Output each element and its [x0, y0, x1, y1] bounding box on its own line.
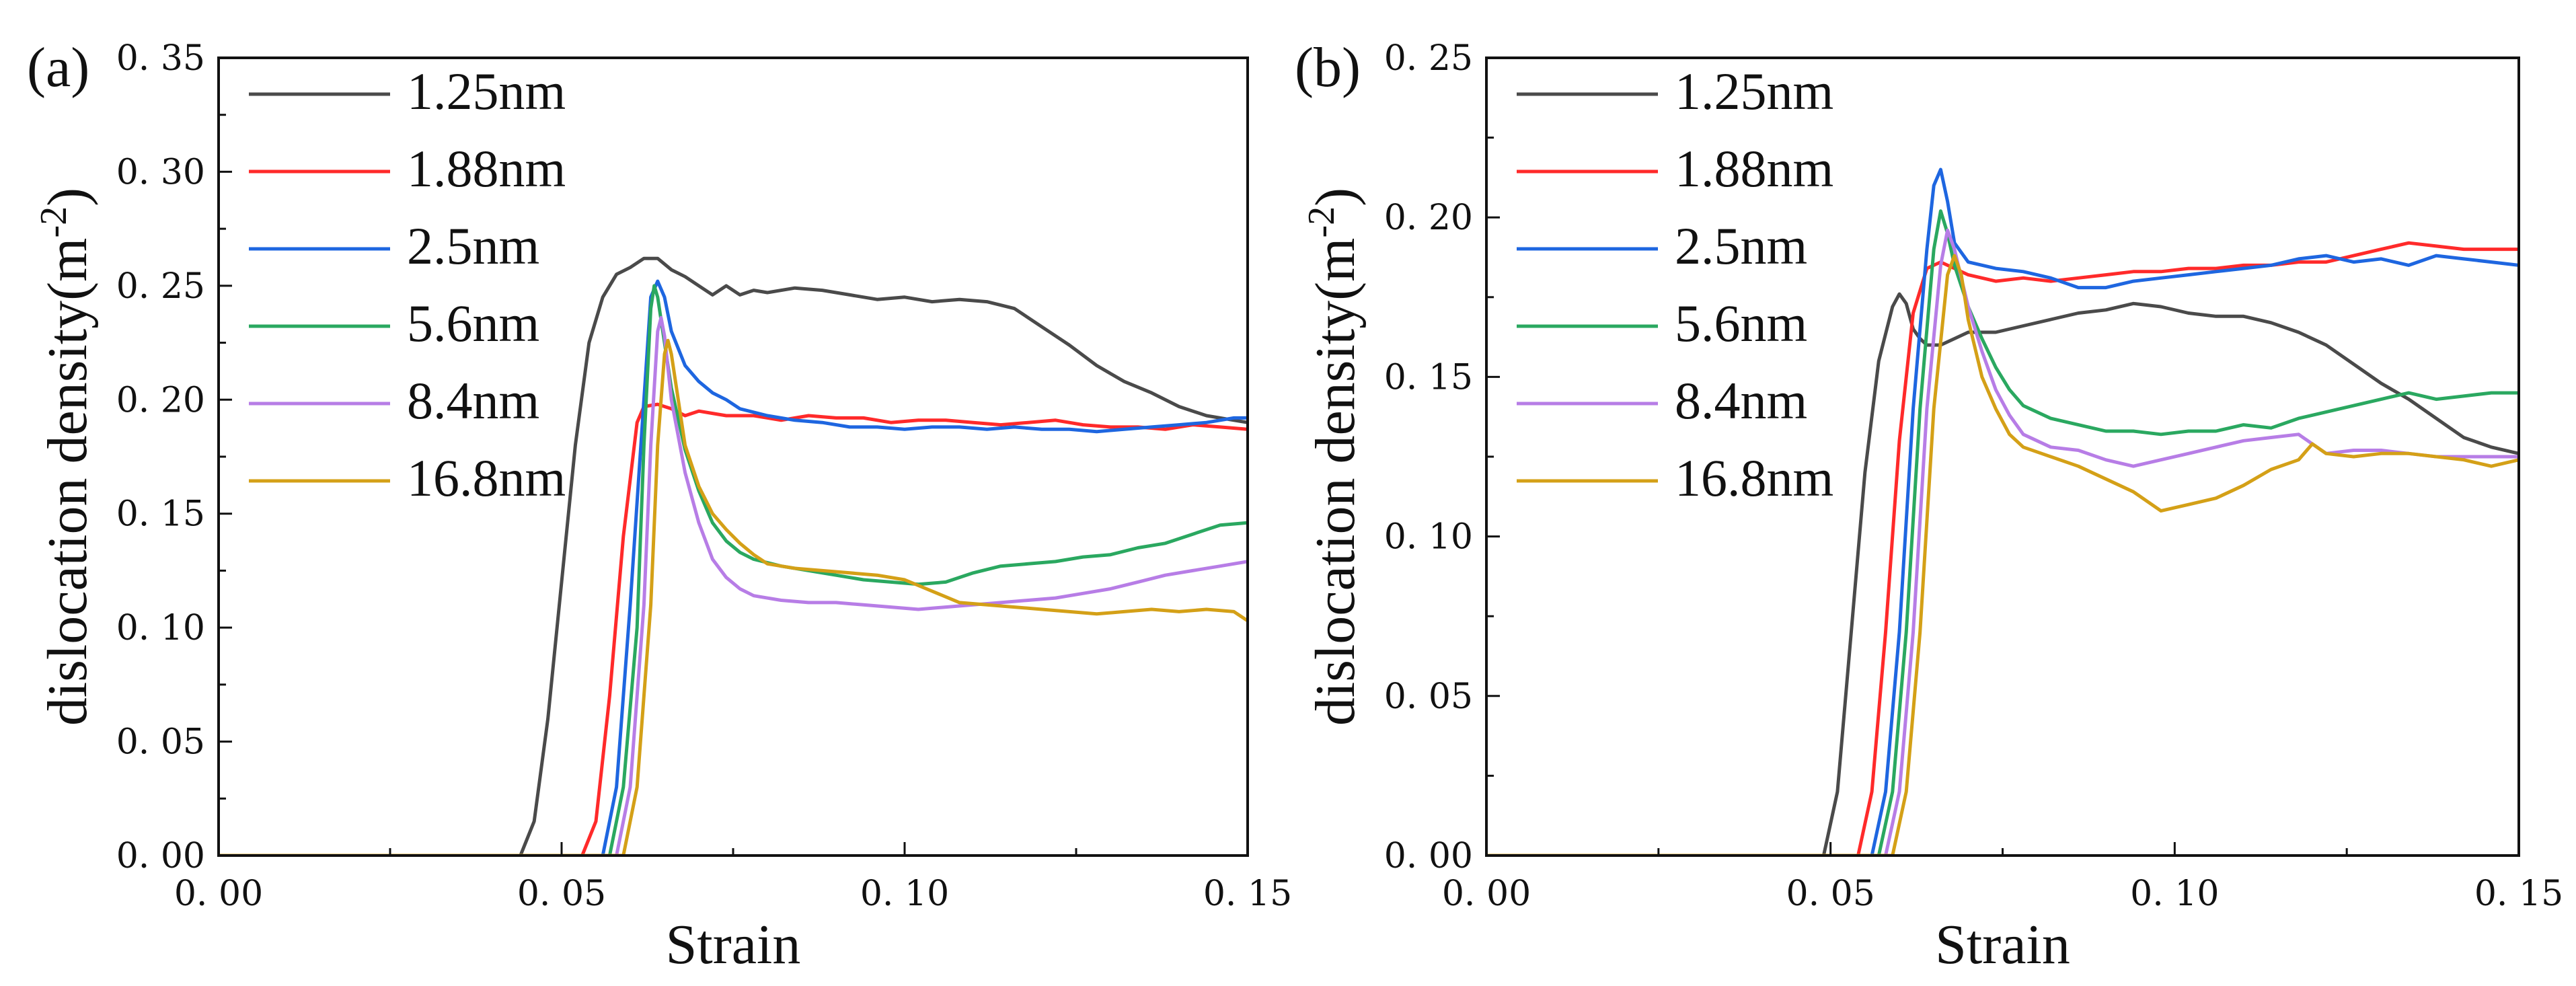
series-line-b-2-5nm [1486, 167, 2519, 856]
x-tick-label-b: 0. 15 [2474, 874, 2563, 914]
panel-label-a: (a) [27, 36, 89, 99]
legend-b: 1.25nm 1.88nm 2.5nm 5.6nm 8.4nm 16.8nm [1517, 62, 1833, 507]
legend-label-b-1-88nm: 1.88nm [1675, 139, 1833, 198]
y-tick-label-b: 0. 05 [1384, 677, 1473, 717]
y-axis-title-sup-a: -2 [33, 206, 75, 238]
legend-label-b-16-8nm: 16.8nm [1675, 449, 1833, 507]
y-tick-label-a: 0. 30 [116, 152, 205, 192]
x-axis-title-a: Strain [666, 913, 801, 976]
series-line-b-1-88nm [1486, 241, 2519, 856]
y-tick-label-b: 0. 20 [1384, 198, 1473, 238]
x-tick-label-a: 0. 10 [860, 874, 949, 914]
y-tick-label-b: 0. 25 [1384, 38, 1473, 79]
series-line-a-8-4nm [219, 315, 1248, 856]
series-line-b-8-4nm [1486, 228, 2519, 856]
series-line-b-5-6nm [1486, 209, 2519, 856]
legend-label-b-5-6nm: 5.6nm [1675, 294, 1807, 352]
legend-label-b-2-5nm: 2.5nm [1675, 217, 1807, 275]
series-line-b-1-25nm [1486, 292, 2519, 856]
panel-b: 0. 00 0. 05 0. 10 0. 15 0. 00 0. 05 0. 10 0. 15… [1295, 36, 2563, 976]
panel-a: 0. 00 0. 05 0. 10 0. 15 0. 00 0. 05 0. 10 0. 15… [27, 36, 1292, 976]
series-line-b-16-8nm [1486, 254, 2519, 856]
x-tick-label-a: 0. 15 [1203, 874, 1292, 914]
x-tick-label-a: 0. 00 [174, 874, 263, 914]
legend-label-a-16-8nm: 16.8nm [407, 449, 566, 507]
legend-a: 1.25nm 1.88nm 2.5nm 5.6nm 8.4nm 16.8nm [249, 62, 566, 507]
y-axis-title-sup-b: -2 [1301, 206, 1342, 238]
y-axis-title-close-a: ) [36, 188, 99, 206]
x-tick-label-b: 0. 05 [1786, 874, 1875, 914]
y-axis-title-a: dislocation density(m-2) [33, 188, 99, 726]
legend-label-a-8-4nm: 8.4nm [407, 371, 539, 430]
series-group-a [219, 256, 1248, 856]
y-tick-label-a: 0. 15 [116, 494, 205, 535]
x-tick-label-b: 0. 00 [1442, 874, 1531, 914]
y-tick-label-a: 0. 05 [116, 722, 205, 763]
y-axis-title-main-a: dislocation density(m [36, 238, 99, 726]
legend-label-a-1-25nm: 1.25nm [407, 62, 566, 120]
x-axis-title-b: Strain [1935, 913, 2070, 976]
y-axis-title-b: dislocation density(m-2) [1301, 188, 1367, 726]
y-tick-label-a: 0. 35 [116, 38, 205, 79]
series-line-a-16-8nm [219, 338, 1248, 856]
y-tick-label-b: 0. 10 [1384, 517, 1473, 558]
series-line-a-1-25nm [219, 256, 1248, 856]
legend-label-a-2-5nm: 2.5nm [407, 217, 539, 275]
series-group-b [1486, 167, 2519, 856]
legend-label-a-1-88nm: 1.88nm [407, 139, 566, 198]
y-tick-label-a: 0. 20 [116, 380, 205, 420]
y-axis-title-main-b: dislocation density(m [1304, 238, 1367, 726]
legend-label-b-1-25nm: 1.25nm [1675, 62, 1833, 120]
y-tick-label-a: 0. 00 [116, 836, 205, 876]
y-tick-label-b: 0. 00 [1384, 836, 1473, 876]
series-line-a-1-88nm [219, 402, 1248, 856]
x-tick-label-a: 0. 05 [517, 874, 606, 914]
legend-label-b-8-4nm: 8.4nm [1675, 371, 1807, 430]
y-tick-label-a: 0. 10 [116, 608, 205, 648]
y-tick-label-b: 0. 15 [1384, 357, 1473, 397]
y-tick-label-a: 0. 25 [116, 266, 205, 307]
y-axis-title-close-b: ) [1304, 188, 1367, 206]
x-tick-label-b: 0. 10 [2130, 874, 2219, 914]
legend-label-a-5-6nm: 5.6nm [407, 294, 539, 352]
panel-label-b: (b) [1295, 36, 1361, 99]
